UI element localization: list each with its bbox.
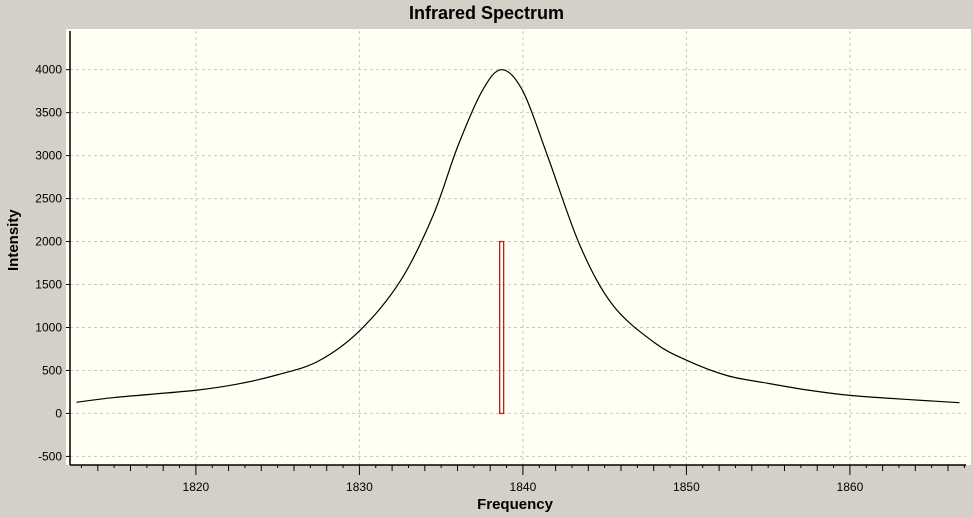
y-tick-label: 500 xyxy=(42,363,62,377)
y-tick-label: 1000 xyxy=(35,320,62,334)
x-tick-label: 1820 xyxy=(183,480,210,494)
series-layer xyxy=(76,69,960,415)
y-tick-label: 4000 xyxy=(35,63,62,77)
x-tick-label: 1850 xyxy=(673,480,700,494)
y-tick-label: 2500 xyxy=(35,192,62,206)
y-tick-label: 3000 xyxy=(35,149,62,163)
chart-title: Infrared Spectrum xyxy=(408,3,565,23)
grid-layer xyxy=(70,31,966,465)
plot-background xyxy=(66,29,971,465)
x-tick-label: 1860 xyxy=(837,480,864,494)
y-tick-label: 2000 xyxy=(35,235,62,249)
y-tick-label: 0 xyxy=(55,406,62,420)
y-tick-label: 3500 xyxy=(35,106,62,120)
spectrum-line xyxy=(76,69,960,404)
x-tick-label: 1840 xyxy=(510,480,537,494)
y-tick-label: 1500 xyxy=(35,278,62,292)
y-tick-label: -500 xyxy=(38,449,62,463)
x-axis-label: Frequency xyxy=(477,496,553,513)
axes-layer: -500 0 500 1000 1500 2000 2500 3000 3500 4000 1820… xyxy=(35,31,966,494)
stick-bar xyxy=(498,240,505,415)
x-tick-label: 1830 xyxy=(346,480,373,494)
